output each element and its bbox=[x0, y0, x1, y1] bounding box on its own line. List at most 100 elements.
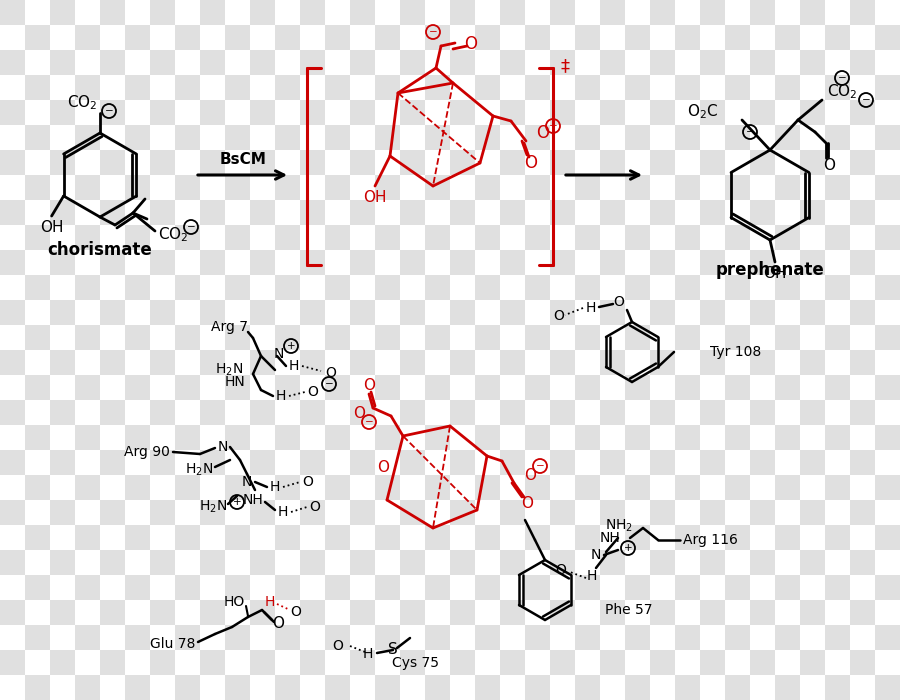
Bar bbox=[850, 650, 875, 675]
Bar bbox=[150, 550, 175, 575]
Bar bbox=[700, 150, 725, 175]
Bar bbox=[100, 100, 125, 125]
Bar bbox=[850, 50, 875, 75]
Bar bbox=[325, 75, 350, 100]
Bar bbox=[675, 225, 700, 250]
Text: Arg 90: Arg 90 bbox=[124, 445, 170, 459]
Bar bbox=[700, 100, 725, 125]
Text: BsCM: BsCM bbox=[220, 153, 266, 167]
Bar bbox=[50, 0, 75, 25]
Bar bbox=[725, 125, 750, 150]
Bar bbox=[175, 175, 200, 200]
Text: −: − bbox=[428, 27, 437, 37]
Text: O: O bbox=[272, 617, 284, 631]
Bar bbox=[175, 25, 200, 50]
Bar bbox=[75, 525, 100, 550]
Text: H: H bbox=[278, 505, 288, 519]
Bar bbox=[325, 125, 350, 150]
Bar bbox=[200, 50, 225, 75]
Bar bbox=[775, 475, 800, 500]
Bar bbox=[350, 650, 375, 675]
Bar bbox=[175, 75, 200, 100]
Bar bbox=[725, 475, 750, 500]
Bar bbox=[800, 100, 825, 125]
Bar bbox=[325, 325, 350, 350]
Bar bbox=[625, 525, 650, 550]
Bar bbox=[375, 225, 400, 250]
Bar bbox=[750, 0, 775, 25]
Bar bbox=[500, 450, 525, 475]
Bar bbox=[125, 525, 150, 550]
Bar bbox=[125, 375, 150, 400]
Bar bbox=[250, 0, 275, 25]
Bar bbox=[450, 350, 475, 375]
Bar bbox=[275, 525, 300, 550]
Bar bbox=[25, 375, 50, 400]
Bar bbox=[500, 650, 525, 675]
Bar bbox=[50, 200, 75, 225]
Bar bbox=[725, 75, 750, 100]
Bar bbox=[150, 300, 175, 325]
Bar bbox=[550, 300, 575, 325]
Bar bbox=[25, 575, 50, 600]
Bar bbox=[250, 300, 275, 325]
Bar bbox=[475, 225, 500, 250]
Text: −: − bbox=[186, 222, 195, 232]
Bar bbox=[100, 0, 125, 25]
Bar bbox=[775, 425, 800, 450]
Bar bbox=[150, 200, 175, 225]
Bar bbox=[450, 100, 475, 125]
Bar bbox=[400, 450, 425, 475]
Bar bbox=[375, 25, 400, 50]
Text: O: O bbox=[310, 500, 320, 514]
Bar bbox=[50, 500, 75, 525]
Text: +: + bbox=[287, 341, 295, 351]
Bar bbox=[675, 525, 700, 550]
Bar bbox=[200, 350, 225, 375]
Bar bbox=[625, 75, 650, 100]
Text: O: O bbox=[326, 366, 337, 380]
Bar bbox=[450, 150, 475, 175]
Bar bbox=[650, 0, 675, 25]
Bar bbox=[675, 75, 700, 100]
Bar bbox=[625, 625, 650, 650]
Bar bbox=[425, 425, 450, 450]
Text: NH: NH bbox=[599, 531, 620, 545]
Text: $\mathregular{CO_2}$: $\mathregular{CO_2}$ bbox=[67, 94, 97, 113]
Bar bbox=[425, 375, 450, 400]
Bar bbox=[875, 575, 900, 600]
Bar bbox=[250, 500, 275, 525]
Bar bbox=[500, 600, 525, 625]
Bar bbox=[200, 450, 225, 475]
Bar bbox=[850, 250, 875, 275]
Text: OH: OH bbox=[763, 267, 787, 281]
Bar bbox=[425, 25, 450, 50]
Bar bbox=[600, 550, 625, 575]
Bar bbox=[400, 50, 425, 75]
Bar bbox=[525, 475, 550, 500]
Bar bbox=[725, 25, 750, 50]
Bar bbox=[825, 275, 850, 300]
Bar bbox=[800, 150, 825, 175]
Bar bbox=[500, 0, 525, 25]
Bar bbox=[850, 550, 875, 575]
Bar bbox=[50, 600, 75, 625]
Bar bbox=[700, 0, 725, 25]
Bar bbox=[225, 325, 250, 350]
Bar bbox=[350, 0, 375, 25]
Bar bbox=[875, 25, 900, 50]
Bar bbox=[325, 25, 350, 50]
Bar bbox=[375, 675, 400, 700]
Bar bbox=[225, 275, 250, 300]
Bar bbox=[600, 600, 625, 625]
Bar bbox=[725, 175, 750, 200]
Bar bbox=[450, 450, 475, 475]
Bar bbox=[275, 275, 300, 300]
Text: NH: NH bbox=[243, 493, 264, 507]
Bar bbox=[525, 125, 550, 150]
Bar bbox=[475, 625, 500, 650]
Bar bbox=[0, 300, 25, 325]
Bar bbox=[75, 75, 100, 100]
Bar bbox=[0, 450, 25, 475]
Bar bbox=[600, 50, 625, 75]
